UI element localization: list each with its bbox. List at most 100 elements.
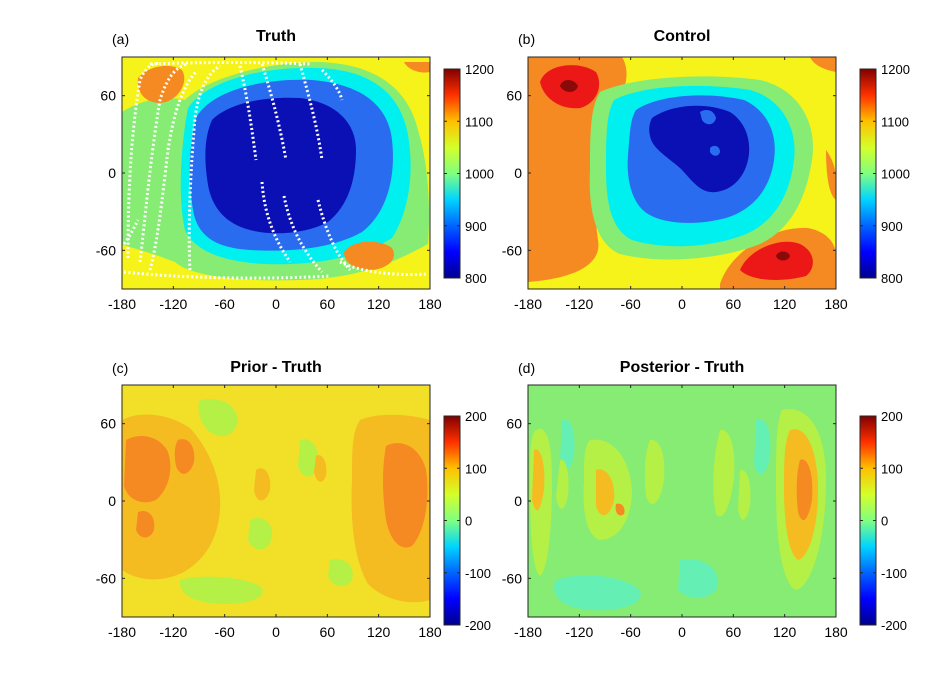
field-fill <box>560 419 575 471</box>
panel-title: Control <box>654 28 711 45</box>
y-tick-label: 60 <box>506 88 522 104</box>
colorbar-tick-label: -200 <box>881 618 907 633</box>
x-tick-label: 180 <box>824 296 848 312</box>
x-tick-label: -180 <box>108 296 136 312</box>
x-tick-label: -60 <box>621 624 641 640</box>
field-fill <box>137 65 185 103</box>
y-tick-labels: 60 0 -60 <box>96 416 116 587</box>
satellite-track <box>260 63 288 161</box>
colorbar: 1200 1100 1000 900 800 <box>443 62 494 286</box>
field-fill <box>314 455 327 482</box>
field-fill <box>826 150 836 200</box>
colorbar-tick-label: 800 <box>881 271 903 286</box>
x-tick-label: 120 <box>367 624 391 640</box>
field-fill <box>776 251 790 261</box>
y-tick-label: -60 <box>96 570 116 586</box>
colorbar-tick-label: -100 <box>465 566 491 581</box>
y-tick-label: 0 <box>514 165 522 181</box>
panel-label: (d) <box>518 360 535 376</box>
colorbar-tick-label: 1200 <box>465 62 494 77</box>
y-tick-label: -60 <box>502 242 522 258</box>
panel-b-ticks <box>527 57 837 289</box>
panel-title: Prior - Truth <box>230 359 322 376</box>
y-tick-label: 0 <box>514 493 522 509</box>
colorbar-tick-label: -100 <box>881 566 907 581</box>
field-fill <box>700 110 716 125</box>
y-tick-label: 0 <box>108 165 116 181</box>
colorbar-tick-labels: 1200 1100 1000 900 800 <box>860 62 910 286</box>
satellite-track <box>339 260 429 276</box>
x-tick-label: 60 <box>726 296 742 312</box>
y-tick-label: 0 <box>108 493 116 509</box>
x-tick-label: -120 <box>565 296 593 312</box>
panel-c-ticks <box>121 385 431 617</box>
colorbar-tick-label: 0 <box>881 514 888 529</box>
satellite-track <box>187 64 221 271</box>
x-tick-labels: -180 -120 -60 0 60 120 180 <box>514 624 848 640</box>
x-tick-label: 60 <box>320 296 336 312</box>
y-tick-label: 60 <box>100 416 116 432</box>
x-tick-labels: -180 -120 -60 0 60 120 180 <box>514 296 848 312</box>
colorbar-tick-label: 200 <box>881 409 903 424</box>
field-fill <box>174 439 195 474</box>
x-tick-label: 120 <box>367 296 391 312</box>
x-tick-label: -180 <box>514 624 542 640</box>
colorbar-tick-labels: 200 100 0 -100 -200 <box>860 409 907 633</box>
panel-label: (b) <box>518 31 535 47</box>
field-fill <box>404 62 430 73</box>
panel-title: Posterior - Truth <box>620 359 744 376</box>
x-tick-labels: -180 -120 -60 0 60 120 180 <box>108 624 442 640</box>
x-tick-label: 60 <box>320 624 336 640</box>
satellite-track <box>282 195 324 274</box>
panel-c-field <box>122 385 430 617</box>
field-fill <box>740 241 813 280</box>
field-fill <box>596 469 615 516</box>
x-tick-label: -120 <box>159 296 187 312</box>
x-tick-label: 180 <box>824 624 848 640</box>
panel-d-ticks <box>527 385 837 617</box>
panel-title: Truth <box>256 28 296 45</box>
colorbar-tick-label: 1200 <box>881 62 910 77</box>
satellite-track <box>298 63 324 161</box>
colorbar-tick-label: 1100 <box>465 114 493 129</box>
field-fill <box>248 518 273 550</box>
x-tick-label: -120 <box>159 624 187 640</box>
field-fill <box>298 439 319 477</box>
x-tick-label: -180 <box>514 296 542 312</box>
y-tick-label: -60 <box>96 242 116 258</box>
x-tick-label: -180 <box>108 624 136 640</box>
field-fill <box>205 97 356 234</box>
x-tick-label: -60 <box>215 624 235 640</box>
x-tick-labels: -180 -120 -60 0 60 120 180 <box>108 296 442 312</box>
field-fill <box>615 503 625 516</box>
panel-d-field <box>528 385 836 617</box>
satellite-track <box>260 181 292 263</box>
field-fill <box>710 145 720 156</box>
field-fill <box>644 439 665 504</box>
colorbar-tick-label: 900 <box>881 219 903 234</box>
colorbar-tick-label: 200 <box>465 409 487 424</box>
panel-label: (a) <box>112 31 129 47</box>
x-tick-label: 60 <box>726 624 742 640</box>
field-fill <box>254 468 271 501</box>
x-tick-label: 0 <box>678 624 686 640</box>
field-fill <box>548 142 558 156</box>
panel-a-field <box>122 57 430 289</box>
field-fill <box>554 575 641 611</box>
satellite-track <box>238 65 258 161</box>
y-tick-labels: 60 0 -60 <box>96 88 116 259</box>
satellite-track <box>122 219 140 245</box>
field-fill <box>678 559 719 598</box>
colorbar-tick-label: 0 <box>465 514 472 529</box>
field-fill <box>344 241 394 270</box>
x-tick-label: 0 <box>678 296 686 312</box>
colorbar: 200 100 0 -100 -200 <box>859 409 907 633</box>
colorbar-tick-label: 100 <box>881 461 903 476</box>
colorbar-tick-label: 800 <box>465 271 487 286</box>
colorbar: 1200 1100 1000 900 800 <box>859 62 910 286</box>
field-fill <box>713 429 735 517</box>
field-fill <box>560 80 578 92</box>
colorbar-tick-labels: 1200 1100 1000 900 800 <box>444 62 494 286</box>
panel-d: (d) Posterior - Truth -180 -120 -60 0 60 120 1… <box>502 359 907 640</box>
